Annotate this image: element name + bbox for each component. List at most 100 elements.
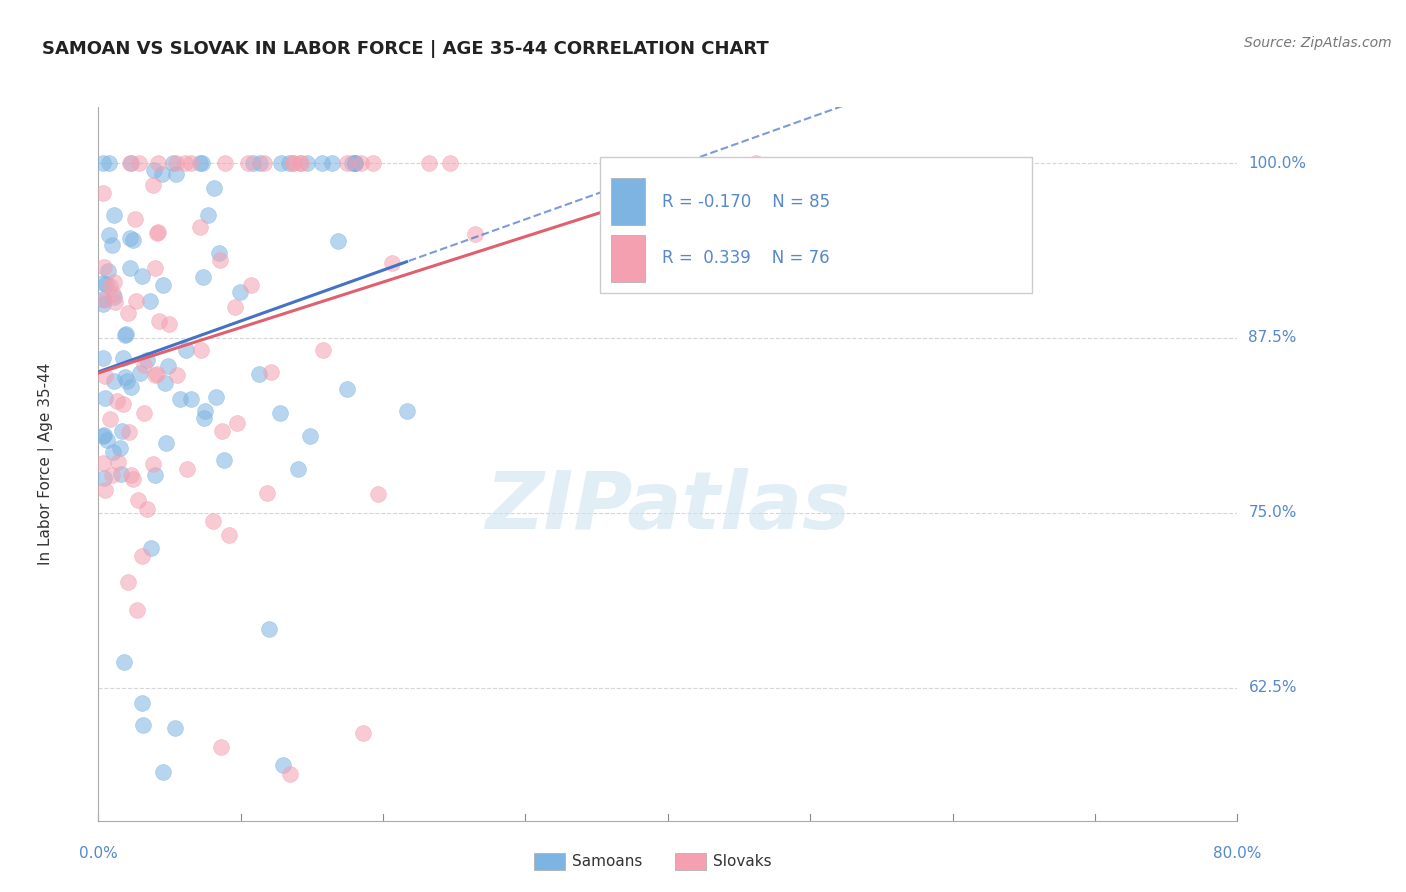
Point <box>194 404 217 418</box>
Point <box>131 549 153 563</box>
Point <box>139 541 162 556</box>
Point <box>269 406 291 420</box>
Point <box>93 471 115 485</box>
Point <box>120 156 142 170</box>
Point <box>110 467 132 481</box>
Point <box>180 392 202 406</box>
Point <box>105 393 128 408</box>
Point <box>295 156 318 170</box>
Point <box>188 156 211 170</box>
Point <box>312 343 335 358</box>
Point <box>101 468 124 483</box>
Point <box>94 277 117 291</box>
Point <box>117 306 139 320</box>
Point <box>212 452 235 467</box>
Point <box>143 467 166 482</box>
Point <box>131 696 153 710</box>
Point <box>132 406 155 420</box>
Point <box>143 261 166 276</box>
Point <box>128 156 150 170</box>
Point <box>328 235 350 249</box>
Point <box>104 295 127 310</box>
Point <box>125 603 148 617</box>
Point <box>122 233 145 247</box>
Point <box>111 351 134 366</box>
Text: R =  0.339    N = 76: R = 0.339 N = 76 <box>662 250 830 268</box>
Point <box>91 186 114 200</box>
Point <box>128 366 150 380</box>
Text: Source: ZipAtlas.com: Source: ZipAtlas.com <box>1244 36 1392 50</box>
Point <box>239 277 262 292</box>
Point <box>344 156 367 170</box>
Point <box>148 314 170 328</box>
Point <box>153 376 176 391</box>
Point <box>205 390 228 404</box>
Point <box>136 502 159 516</box>
Point <box>91 428 114 442</box>
Point <box>174 156 197 170</box>
Point <box>115 375 138 389</box>
Point <box>124 212 146 227</box>
Point <box>343 156 366 170</box>
Text: 80.0%: 80.0% <box>1213 846 1261 861</box>
Point <box>247 367 270 381</box>
Point <box>91 277 114 291</box>
Point <box>744 156 766 170</box>
Text: Slovaks: Slovaks <box>713 855 772 869</box>
Point <box>148 156 170 170</box>
Point <box>143 368 166 382</box>
Point <box>136 353 159 368</box>
Point <box>96 434 118 448</box>
Point <box>166 368 188 382</box>
Point <box>176 462 198 476</box>
Point <box>229 285 252 299</box>
Point <box>115 326 138 341</box>
Point <box>91 351 114 365</box>
Point <box>352 726 374 740</box>
Point <box>131 268 153 283</box>
Point <box>169 392 191 406</box>
Point <box>108 441 131 455</box>
Point <box>197 208 219 222</box>
Text: In Labor Force | Age 35-44: In Labor Force | Age 35-44 <box>38 363 53 565</box>
Point <box>343 156 366 170</box>
Point <box>98 228 121 243</box>
Point <box>249 156 271 170</box>
Point <box>98 412 121 426</box>
Text: 62.5%: 62.5% <box>1249 681 1296 695</box>
Point <box>162 156 184 170</box>
Point <box>94 369 117 384</box>
Point <box>226 417 249 431</box>
Point <box>193 411 215 425</box>
Text: 75.0%: 75.0% <box>1249 505 1296 520</box>
Point <box>101 286 124 301</box>
Point <box>94 483 117 497</box>
Point <box>98 278 121 293</box>
Point <box>114 369 136 384</box>
Point <box>165 156 187 170</box>
Point <box>112 396 135 410</box>
Point <box>321 156 343 170</box>
Point <box>236 156 259 170</box>
Point <box>165 167 187 181</box>
Point <box>93 260 115 274</box>
Point <box>288 156 311 170</box>
Point <box>260 365 283 379</box>
Point <box>127 493 149 508</box>
Point <box>111 424 134 438</box>
Point <box>271 758 294 772</box>
Text: 100.0%: 100.0% <box>1249 155 1306 170</box>
Point <box>336 383 359 397</box>
Point <box>253 156 276 170</box>
Point <box>103 275 125 289</box>
Point <box>270 156 292 170</box>
Point <box>125 293 148 308</box>
Point <box>214 156 236 170</box>
Text: SAMOAN VS SLOVAK IN LABOR FORCE | AGE 35-44 CORRELATION CHART: SAMOAN VS SLOVAK IN LABOR FORCE | AGE 35… <box>42 40 769 58</box>
Point <box>152 278 174 293</box>
Point <box>335 156 357 170</box>
Point <box>139 294 162 309</box>
Point <box>211 425 233 439</box>
Point <box>101 445 124 459</box>
Point <box>91 292 114 306</box>
